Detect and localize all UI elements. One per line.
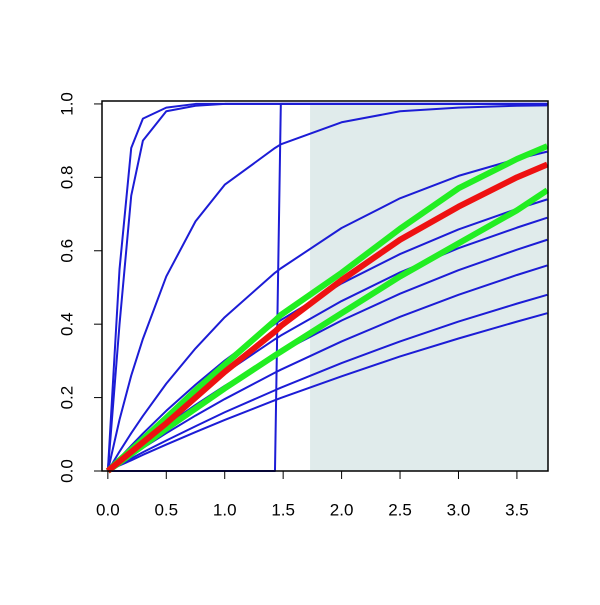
series-line bbox=[106, 104, 548, 472]
y-tick-label: 1.0 bbox=[57, 92, 76, 116]
x-tick-label: 1.5 bbox=[271, 500, 295, 519]
series-line bbox=[107, 293, 548, 472]
x-tick-label: 2.5 bbox=[388, 500, 412, 519]
series-line bbox=[106, 150, 548, 472]
x-tick-label: 2.0 bbox=[330, 500, 354, 519]
x-tick-label: 3.0 bbox=[447, 500, 471, 519]
series-line bbox=[105, 161, 549, 474]
y-tick-label: 0.4 bbox=[57, 312, 76, 336]
series-line bbox=[107, 312, 548, 472]
x-tick-label: 0.5 bbox=[154, 500, 178, 519]
x-tick-label: 3.5 bbox=[505, 500, 529, 519]
y-tick-label: 0.0 bbox=[57, 459, 76, 483]
x-tick-label: 1.0 bbox=[213, 500, 237, 519]
plot-frame bbox=[101, 100, 549, 472]
y-tick-label: 0.2 bbox=[57, 386, 76, 410]
x-tick-label: 0.0 bbox=[96, 500, 120, 519]
y-tick-label: 0.8 bbox=[57, 166, 76, 190]
y-tick-label: 0.6 bbox=[57, 239, 76, 263]
